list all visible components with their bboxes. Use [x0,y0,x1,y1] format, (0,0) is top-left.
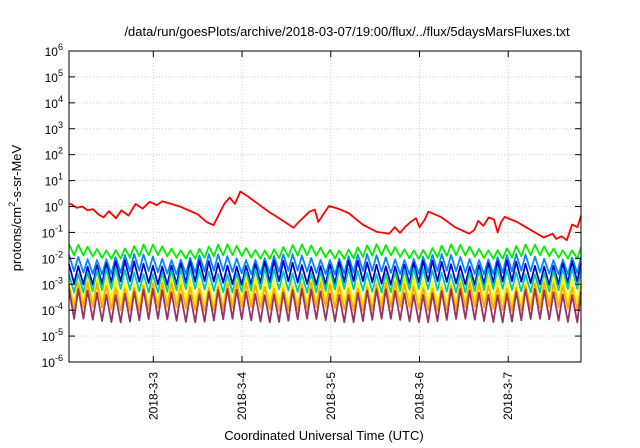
y-axis-label-suffix: -s-sr-MeV [9,144,24,201]
y-tick-label: 104 [45,94,63,111]
y-tick-base: 10 [45,71,59,85]
x-tick-label: 2018-3-5 [324,372,338,420]
y-tick-base: 10 [45,45,59,59]
chart-title: /data/run/goesPlots/archive/2018-03-07/1… [124,24,570,39]
y-tick-base: 10 [45,123,59,137]
y-tick-exp: 5 [58,68,63,78]
y-tick-exp: 0 [58,198,63,208]
series-line-1 [69,190,582,242]
y-tick-label: 100 [45,198,63,215]
series-line-3 [68,253,582,276]
y-tick-label: 10-4 [42,301,63,318]
y-tick-exp: -4 [55,301,63,311]
y-axis-label-prefix: protons/cm [9,207,24,271]
y-tick-label: 102 [45,146,63,163]
y-tick-exp: 2 [58,146,63,156]
series-line-5 [68,267,582,294]
y-tick-label: 10-1 [42,223,63,240]
y-tick-label: 10-2 [42,249,63,266]
y-tick-exp: -6 [55,353,63,363]
series-line-8 [68,288,582,324]
y-tick-base: 10 [42,304,56,318]
y-tick-exp: 3 [58,120,63,130]
axes-layer [68,50,582,363]
x-axis-label: Coordinated Universal Time (UTC) [224,428,423,443]
y-tick-exp: -5 [55,327,63,337]
y-tick-base: 10 [42,278,56,292]
y-tick-exp: -3 [55,275,63,285]
series-layer [68,190,582,324]
y-tick-base: 10 [45,149,59,163]
series-line-7 [68,281,582,312]
y-tick-label: 105 [45,68,63,85]
y-tick-exp: -2 [55,249,63,259]
y-axis-label: protons/cm2-s-sr-MeV [7,144,24,271]
y-tick-base: 10 [45,97,59,111]
y-tick-base: 10 [42,356,56,370]
series-line-4 [68,259,582,286]
x-tick-label: 2018-3-4 [235,372,249,420]
y-tick-exp: -1 [55,223,63,233]
y-tick-labels: 10-610-510-410-310-210-11001011021031041… [42,42,63,370]
y-tick-base: 10 [42,252,56,266]
y-tick-exp: 1 [58,172,63,182]
y-tick-base: 10 [45,201,59,215]
x-tick-labels: 2018-3-3 2018-3-4 2018-3-5 2018-3-6 2018-3-7 [146,372,515,420]
y-tick-exp: 6 [58,42,63,52]
x-tick-label: 2018-3-3 [146,372,160,420]
y-tick-base: 10 [42,330,56,344]
y-tick-label: 10-3 [42,275,63,292]
series-line-2 [68,243,582,260]
y-tick-label: 106 [45,42,63,59]
y-tick-exp: 4 [58,94,63,104]
y-axis-label-sup: 2 [7,202,17,207]
y-tick-label: 10-6 [42,353,63,370]
x-tick-label: 2018-3-6 [413,372,427,420]
x-tick-label: 2018-3-7 [501,372,515,420]
y-tick-base: 10 [45,175,59,189]
y-tick-label: 101 [45,172,63,189]
y-tick-label: 10-5 [42,327,63,344]
y-tick-label: 103 [45,120,63,137]
y-tick-base: 10 [42,226,56,240]
